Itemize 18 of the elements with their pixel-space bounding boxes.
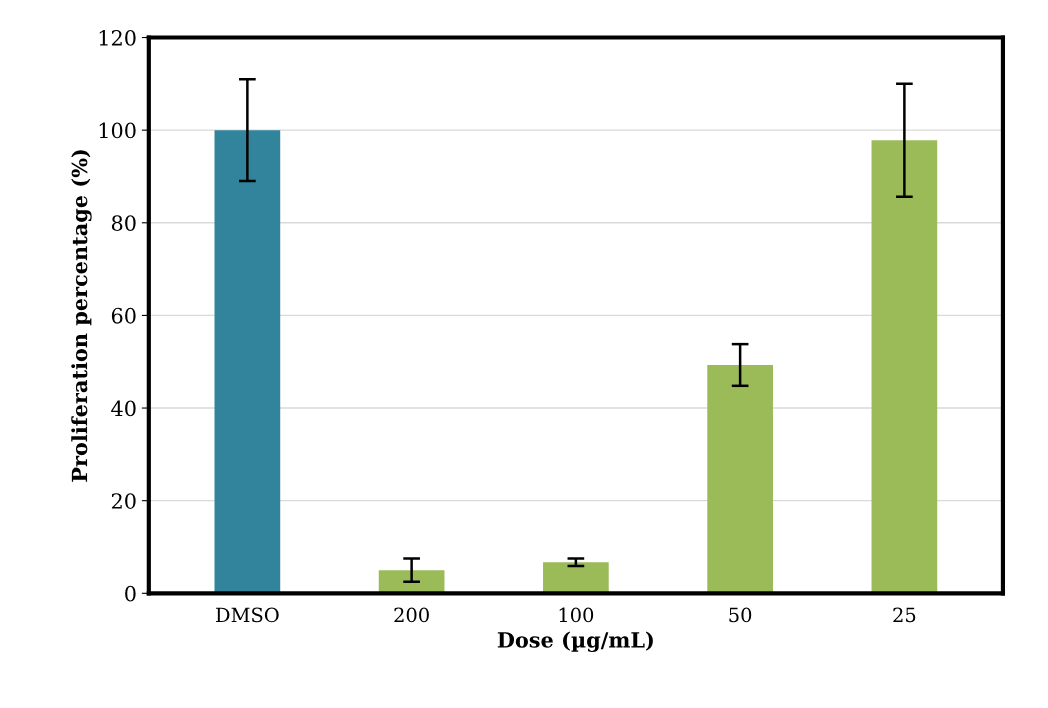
x-tick-label: DMSO [216, 607, 279, 623]
y-tick-label: 20 [111, 493, 136, 509]
y-tick-label: 100 [99, 122, 136, 139]
x-tick-label: 25 [893, 607, 916, 623]
x-axis-title: Dose (µg/mL) [497, 631, 653, 653]
bar [214, 130, 281, 594]
y-tick-label: 60 [111, 307, 136, 324]
y-axis-title: Proliferation percentage (%) [71, 150, 92, 482]
x-tick-label: 200 [394, 607, 429, 623]
y-tick-label: 40 [111, 400, 136, 417]
bar [871, 140, 938, 594]
bar [707, 364, 773, 594]
y-tick-label: 120 [99, 29, 136, 46]
y-tick-label: 0 [125, 585, 136, 602]
x-tick-label: 50 [729, 607, 752, 623]
bar [543, 562, 609, 594]
x-tick-label: 100 [559, 607, 594, 623]
y-tick-label: 80 [111, 215, 136, 231]
